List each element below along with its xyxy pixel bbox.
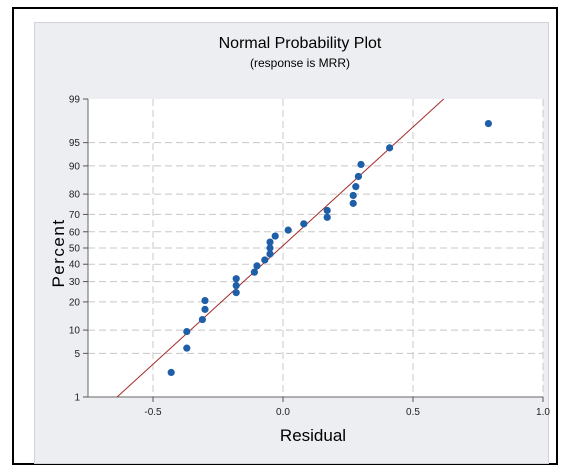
y-tick-label: 60 xyxy=(69,227,81,238)
y-tick-label: 95 xyxy=(69,138,81,149)
data-point xyxy=(386,144,394,152)
data-point xyxy=(232,281,240,290)
y-tick-label: 5 xyxy=(74,349,80,360)
data-point xyxy=(357,160,365,169)
data-point xyxy=(201,296,209,305)
data-point xyxy=(349,191,357,200)
data-point xyxy=(323,206,331,215)
data-point xyxy=(250,268,258,276)
data-point xyxy=(349,199,357,207)
data-point xyxy=(271,232,279,240)
data-point xyxy=(266,250,274,258)
grid-lines xyxy=(88,99,544,397)
data-point xyxy=(266,244,274,252)
data-point xyxy=(284,226,292,234)
x-tick-label: 0.0 xyxy=(276,407,290,418)
chart-title: Normal Probability Plot xyxy=(219,35,382,52)
data-point xyxy=(484,119,492,128)
data-point xyxy=(300,220,308,228)
ticks: -0.5 0.0 0.5 1.0 1 5 10 20 30 40 50 60 70 80 90 95 99 xyxy=(69,95,551,419)
y-tick-label: 1 xyxy=(74,393,80,404)
y-axis-label: Percent xyxy=(49,218,68,287)
data-point xyxy=(354,172,362,181)
y-tick-label: 50 xyxy=(69,244,81,255)
data-point xyxy=(183,344,191,352)
data-point xyxy=(183,327,191,336)
x-axis-label: Residual xyxy=(280,426,346,445)
data-point xyxy=(266,238,274,246)
data-point xyxy=(323,213,331,221)
x-tick-label: 0.5 xyxy=(406,407,420,418)
x-tick-label: -0.5 xyxy=(144,407,162,418)
chart-subtitle: (response is MRR) xyxy=(250,56,350,70)
data-points xyxy=(167,119,492,377)
x-tick-label: 1.0 xyxy=(536,407,550,418)
y-tick-label: 10 xyxy=(69,326,81,337)
data-point xyxy=(201,305,209,313)
data-point xyxy=(232,289,240,297)
data-point xyxy=(167,368,175,377)
data-point xyxy=(232,275,240,283)
y-tick-label: 99 xyxy=(69,95,81,106)
data-point xyxy=(352,183,360,191)
y-tick-label: 70 xyxy=(69,210,81,221)
y-tick-label: 30 xyxy=(69,277,81,288)
data-point xyxy=(198,315,206,324)
y-tick-label: 20 xyxy=(69,297,81,308)
y-tick-label: 90 xyxy=(69,161,81,172)
y-tick-label: 40 xyxy=(69,260,81,271)
data-point xyxy=(253,262,261,270)
data-point xyxy=(261,256,269,264)
y-tick-label: 80 xyxy=(69,190,81,201)
